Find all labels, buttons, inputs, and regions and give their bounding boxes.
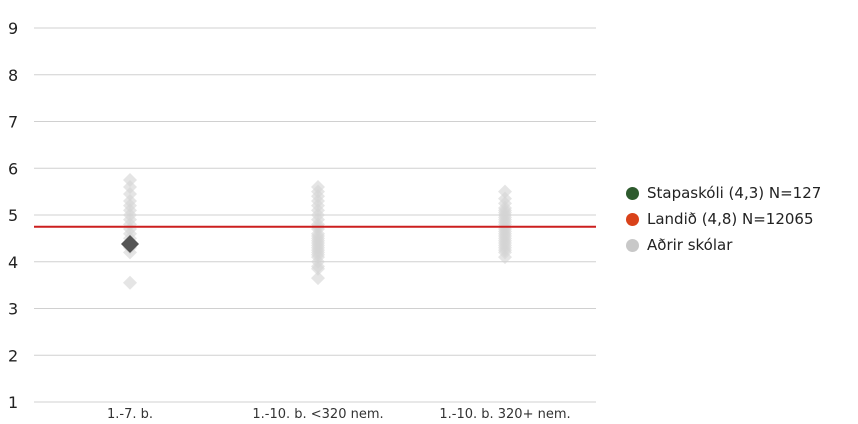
legend-item-adrir-skolar: Aðrir skólar <box>626 232 821 258</box>
stapaskoli-point <box>121 234 139 253</box>
other-school-point <box>311 261 325 276</box>
other-school-point <box>311 271 325 286</box>
y-axis-ticks: 1 2 3 4 5 6 7 8 9 <box>8 19 18 412</box>
highlight-points <box>121 234 139 253</box>
y-tick-label: 6 <box>8 159 18 178</box>
legend: Stapaskóli (4,3) N=127 Landið (4,8) N=12… <box>626 180 821 258</box>
other-school-point <box>123 179 137 194</box>
y-tick-label: 3 <box>8 300 18 319</box>
other-school-point <box>123 186 137 201</box>
legend-item-stapaskoli: Stapaskóli (4,3) N=127 <box>626 180 821 206</box>
x-axis-categories: 1.-7. b. 1.-10. b. <320 nem. 1.-10. b. 320… <box>107 407 571 422</box>
other-school-point <box>123 275 137 290</box>
x-category-label: 1.-7. b. <box>107 407 153 422</box>
legend-item-landid: Landið (4,8) N=12065 <box>626 206 821 232</box>
x-category-label: 1.-10. b. 320+ nem. <box>439 407 570 422</box>
data-points <box>123 172 512 290</box>
other-school-point <box>123 172 137 187</box>
legend-label-stapaskoli: Stapaskóli (4,3) N=127 <box>647 184 822 202</box>
y-tick-label: 5 <box>8 206 18 225</box>
legend-dot-stapaskoli <box>626 186 639 200</box>
other-school-point <box>498 250 512 265</box>
other-school-point <box>498 184 512 199</box>
y-tick-label: 9 <box>8 19 18 38</box>
y-tick-label: 8 <box>8 66 18 85</box>
y-tick-label: 7 <box>8 113 18 132</box>
y-tick-label: 4 <box>8 253 18 272</box>
legend-label-adrir-skolar: Aðrir skólar <box>647 236 733 254</box>
x-category-label: 1.-10. b. <320 nem. <box>252 407 383 422</box>
legend-label-landid: Landið (4,8) N=12065 <box>647 210 814 228</box>
legend-dot-landid <box>626 212 639 226</box>
y-tick-label: 1 <box>8 393 18 412</box>
y-tick-label: 2 <box>8 346 18 365</box>
legend-dot-adrir-skolar <box>626 238 639 252</box>
